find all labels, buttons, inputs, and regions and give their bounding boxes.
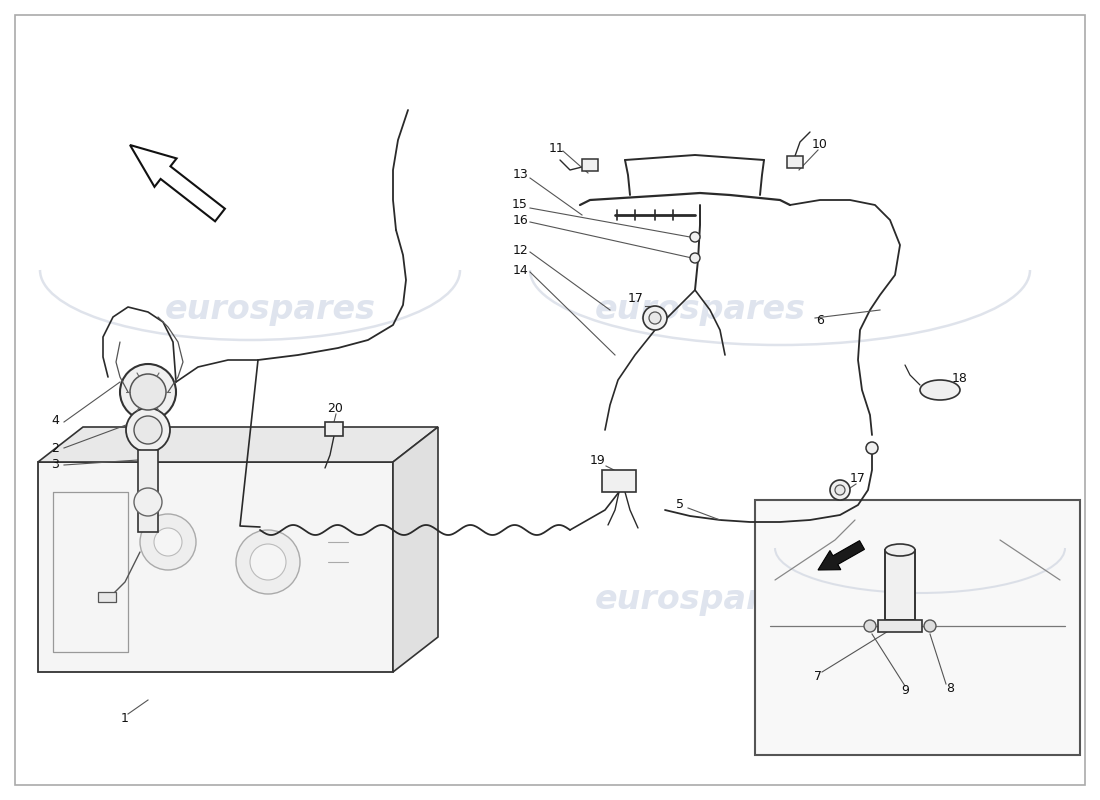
Circle shape [690, 232, 700, 242]
Circle shape [649, 312, 661, 324]
Text: 16: 16 [513, 214, 528, 226]
Circle shape [130, 374, 166, 410]
Text: eurospares: eurospares [165, 574, 375, 606]
Text: eurospares: eurospares [594, 294, 805, 326]
Bar [98, 592, 116, 602]
Ellipse shape [920, 380, 960, 400]
Text: 8: 8 [946, 682, 954, 694]
Text: 12: 12 [513, 243, 528, 257]
Text: 6: 6 [816, 314, 824, 326]
Text: eurospares: eurospares [594, 583, 805, 617]
Text: 10: 10 [812, 138, 828, 151]
Text: 15: 15 [513, 198, 528, 211]
Text: 13: 13 [513, 169, 528, 182]
Circle shape [236, 530, 300, 594]
Bar [755, 500, 1080, 755]
Bar [324, 422, 343, 436]
Circle shape [134, 416, 162, 444]
Circle shape [690, 253, 700, 263]
Polygon shape [130, 145, 224, 222]
Bar [582, 159, 598, 171]
Text: 17: 17 [628, 291, 643, 305]
Circle shape [864, 620, 876, 632]
Polygon shape [393, 427, 438, 672]
Bar [602, 470, 636, 492]
Text: 9: 9 [901, 683, 909, 697]
Text: 7: 7 [814, 670, 822, 682]
Polygon shape [818, 541, 865, 570]
Circle shape [250, 544, 286, 580]
Text: 19: 19 [590, 454, 606, 466]
Bar [878, 620, 922, 632]
Text: 20: 20 [327, 402, 343, 414]
Text: 17: 17 [850, 471, 866, 485]
Bar [786, 156, 803, 168]
Polygon shape [39, 427, 438, 462]
Circle shape [830, 480, 850, 500]
Text: 1: 1 [121, 711, 129, 725]
Text: 2: 2 [51, 442, 59, 454]
Text: 11: 11 [549, 142, 565, 154]
Circle shape [140, 514, 196, 570]
Circle shape [134, 488, 162, 516]
Circle shape [644, 306, 667, 330]
Circle shape [924, 620, 936, 632]
Text: 14: 14 [513, 263, 528, 277]
Text: 4: 4 [51, 414, 59, 426]
Text: 18: 18 [953, 371, 968, 385]
Circle shape [154, 528, 182, 556]
Circle shape [866, 442, 878, 454]
Circle shape [835, 485, 845, 495]
Polygon shape [39, 462, 393, 672]
Circle shape [126, 408, 170, 452]
Circle shape [120, 364, 176, 420]
Text: 3: 3 [51, 458, 59, 471]
Text: eurospares: eurospares [165, 294, 375, 326]
Bar [138, 450, 158, 532]
Bar [886, 550, 915, 620]
Ellipse shape [886, 544, 915, 556]
Text: 5: 5 [676, 498, 684, 511]
